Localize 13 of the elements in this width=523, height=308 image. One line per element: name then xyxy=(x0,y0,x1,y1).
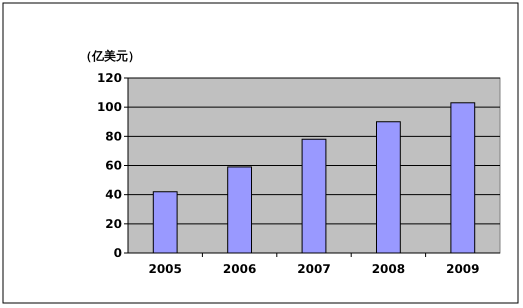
x-tick-label: 2006 xyxy=(222,262,256,276)
y-tick-label: 20 xyxy=(105,216,122,231)
x-tick-label: 2007 xyxy=(297,262,331,276)
y-tick-label: 120 xyxy=(96,71,122,85)
y-tick-label: 100 xyxy=(96,100,122,114)
y-tick-label: 0 xyxy=(114,246,122,260)
y-tick-label: 80 xyxy=(105,129,122,144)
y-tick-label: 60 xyxy=(105,158,122,172)
x-tick-label: 2009 xyxy=(446,262,480,276)
x-tick-label: 2008 xyxy=(372,262,406,276)
y-tick-label: 40 xyxy=(105,188,122,202)
x-tick-label: 2005 xyxy=(148,262,182,276)
y-axis-title: （亿美元） xyxy=(80,49,140,63)
